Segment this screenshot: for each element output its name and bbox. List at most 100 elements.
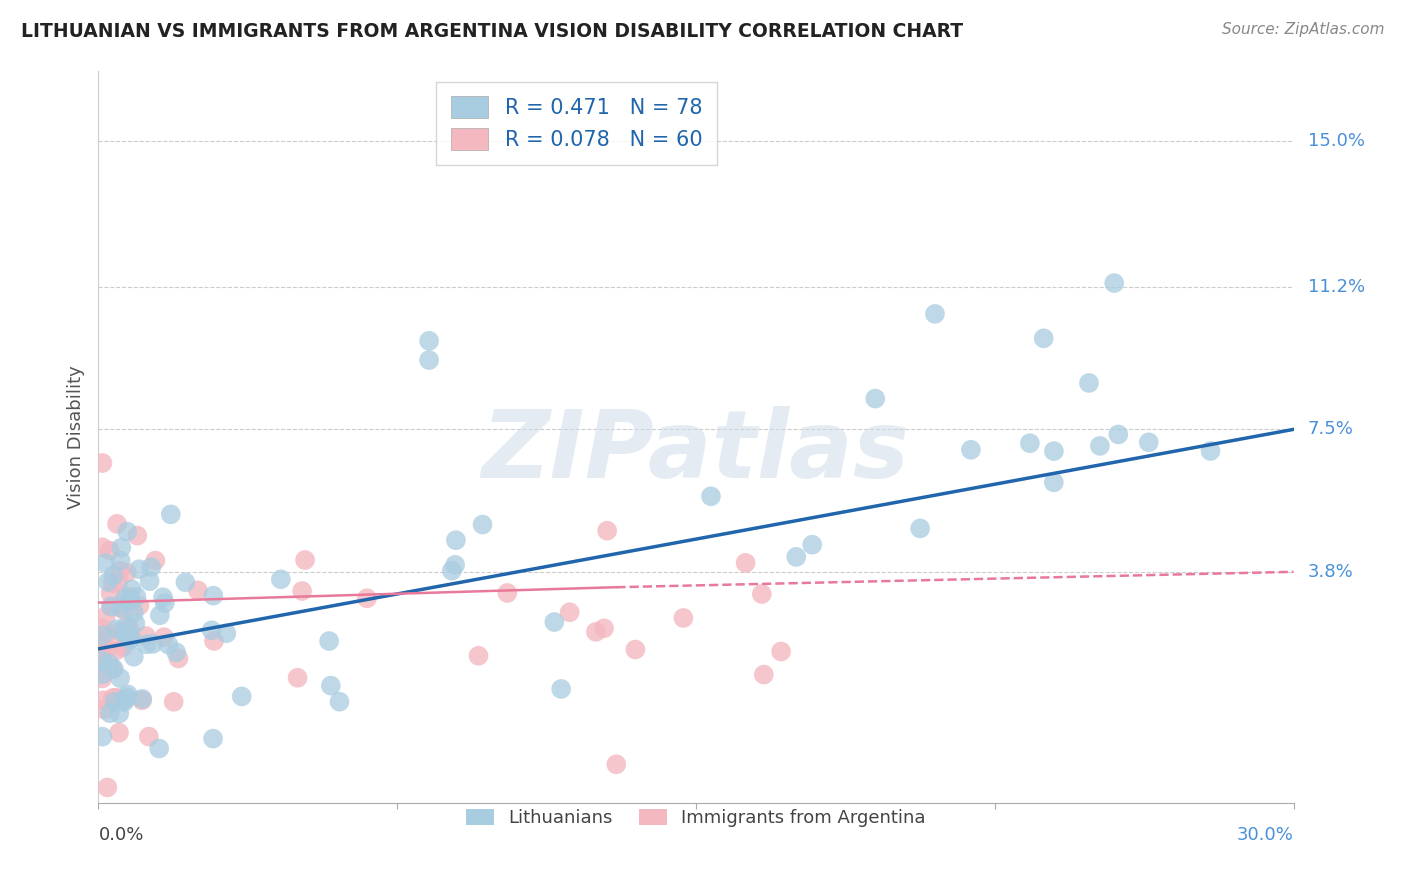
Point	[91, 621, 114, 635]
Point	[108, 706, 131, 721]
Y-axis label: Vision Disability: Vision Disability	[66, 365, 84, 509]
Point	[143, 553, 166, 567]
Text: LITHUANIAN VS IMMIGRANTS FROM ARGENTINA VISION DISABILITY CORRELATION CHART: LITHUANIAN VS IMMIGRANTS FROM ARGENTINA …	[21, 22, 963, 41]
Point	[1043, 475, 1066, 490]
Point	[91, 730, 114, 744]
Point	[101, 663, 124, 677]
Point	[231, 690, 253, 704]
Point	[159, 508, 181, 522]
Point	[97, 640, 120, 655]
Point	[187, 583, 209, 598]
Point	[101, 576, 124, 591]
Point	[165, 645, 187, 659]
Point	[103, 568, 125, 582]
Point	[115, 566, 138, 580]
Point	[1078, 376, 1101, 390]
Point	[287, 671, 309, 685]
Point	[585, 624, 607, 639]
Point	[107, 575, 129, 590]
Point	[98, 543, 121, 558]
Point	[174, 575, 197, 590]
Point	[108, 671, 131, 685]
Point	[785, 549, 807, 564]
Point	[624, 642, 647, 657]
Point	[108, 564, 131, 578]
Point	[319, 679, 342, 693]
Point	[105, 690, 128, 705]
Point	[100, 599, 122, 614]
Point	[110, 541, 132, 555]
Point	[1107, 427, 1129, 442]
Point	[127, 528, 149, 542]
Text: Source: ZipAtlas.com: Source: ZipAtlas.com	[1222, 22, 1385, 37]
Point	[121, 582, 143, 597]
Point	[122, 606, 145, 620]
Point	[124, 616, 146, 631]
Point	[153, 630, 176, 644]
Point	[91, 634, 114, 648]
Point	[1137, 435, 1160, 450]
Point	[131, 693, 153, 707]
Point	[112, 695, 135, 709]
Point	[157, 638, 180, 652]
Point	[672, 611, 695, 625]
Point	[94, 609, 117, 624]
Point	[108, 624, 131, 639]
Point	[1043, 444, 1066, 458]
Point	[108, 725, 131, 739]
Point	[924, 307, 946, 321]
Point	[605, 757, 627, 772]
Point	[110, 600, 132, 615]
Point	[543, 615, 565, 629]
Point	[440, 564, 463, 578]
Point	[117, 629, 139, 643]
Point	[91, 672, 114, 686]
Point	[93, 702, 115, 716]
Point	[112, 626, 135, 640]
Point	[167, 651, 190, 665]
Point	[120, 592, 142, 607]
Point	[91, 456, 114, 470]
Point	[105, 622, 128, 636]
Point	[467, 648, 489, 663]
Point	[135, 637, 157, 651]
Point	[550, 681, 572, 696]
Point	[865, 392, 887, 406]
Point	[471, 517, 494, 532]
Point	[128, 599, 150, 613]
Point	[94, 556, 117, 570]
Point	[1088, 439, 1111, 453]
Point	[496, 586, 519, 600]
Point	[103, 662, 125, 676]
Point	[98, 657, 121, 671]
Point	[596, 524, 619, 538]
Point	[97, 574, 120, 589]
Point	[291, 584, 314, 599]
Point	[356, 591, 378, 606]
Point	[115, 619, 138, 633]
Text: 15.0%: 15.0%	[1308, 132, 1365, 150]
Point	[96, 626, 118, 640]
Point	[1104, 276, 1126, 290]
Point	[202, 589, 225, 603]
Point	[153, 596, 176, 610]
Point	[91, 645, 114, 659]
Point	[91, 654, 114, 668]
Point	[318, 634, 340, 648]
Point	[141, 560, 163, 574]
Point	[752, 667, 775, 681]
Point	[101, 690, 124, 705]
Point	[135, 629, 157, 643]
Point	[202, 731, 225, 746]
Text: 3.8%: 3.8%	[1308, 563, 1354, 581]
Point	[118, 621, 141, 635]
Point	[98, 706, 121, 721]
Point	[202, 634, 225, 648]
Point	[148, 741, 170, 756]
Point	[91, 640, 114, 655]
Point	[114, 591, 136, 606]
Point	[142, 637, 165, 651]
Point	[418, 334, 440, 348]
Point	[91, 657, 114, 671]
Point	[700, 489, 723, 503]
